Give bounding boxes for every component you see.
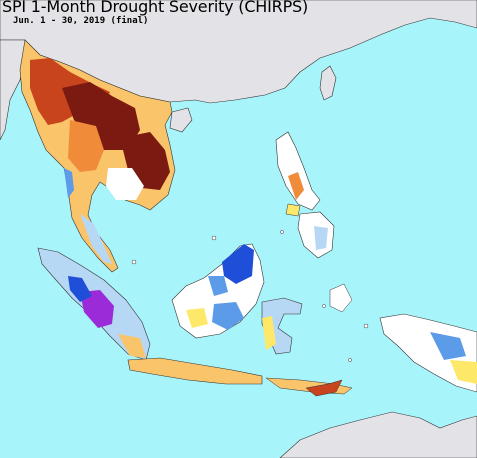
wet-moderate-thai-west: [64, 168, 74, 198]
extremely-wet-sumatra: [80, 290, 114, 328]
small-island: [348, 358, 352, 362]
normal-cambodia: [106, 168, 144, 200]
taiwan-island: [319, 65, 337, 101]
drought-severe-thailand: [68, 120, 104, 172]
drought-luzon: [288, 172, 304, 200]
drought-exceptional-laos: [62, 82, 140, 150]
wet-north-borneo: [222, 244, 254, 284]
wet-south-borneo: [212, 302, 244, 330]
small-island: [211, 235, 217, 241]
dry-borneo: [186, 308, 208, 328]
java-island: [127, 357, 263, 385]
maluku-islands: [329, 283, 353, 313]
wet-new-guinea: [430, 332, 466, 360]
new-guinea-island: [379, 313, 477, 393]
small-island: [363, 323, 369, 329]
wet-peninsula: [80, 214, 112, 264]
wet-mindanao: [314, 226, 328, 250]
small-island: [131, 259, 137, 265]
drought-south-sumatra: [118, 334, 146, 358]
drought-new-guinea: [450, 360, 477, 384]
drought-timor: [305, 379, 343, 397]
drought-sulawesi: [262, 316, 276, 350]
map-title: SPI 1-Month Drought Severity (CHIRPS): [2, 0, 309, 16]
australia-landmass: [279, 411, 477, 458]
small-island: [280, 230, 284, 234]
hainan-island: [169, 107, 193, 133]
small-island: [322, 304, 326, 308]
map-subtitle: Jun. 1 - 30, 2019 (final): [13, 16, 149, 26]
wet-moderate-borneo: [208, 276, 228, 296]
visayas-islands: [285, 203, 301, 217]
luzon-island: [275, 131, 321, 211]
very-wet-sumatra: [68, 276, 92, 302]
